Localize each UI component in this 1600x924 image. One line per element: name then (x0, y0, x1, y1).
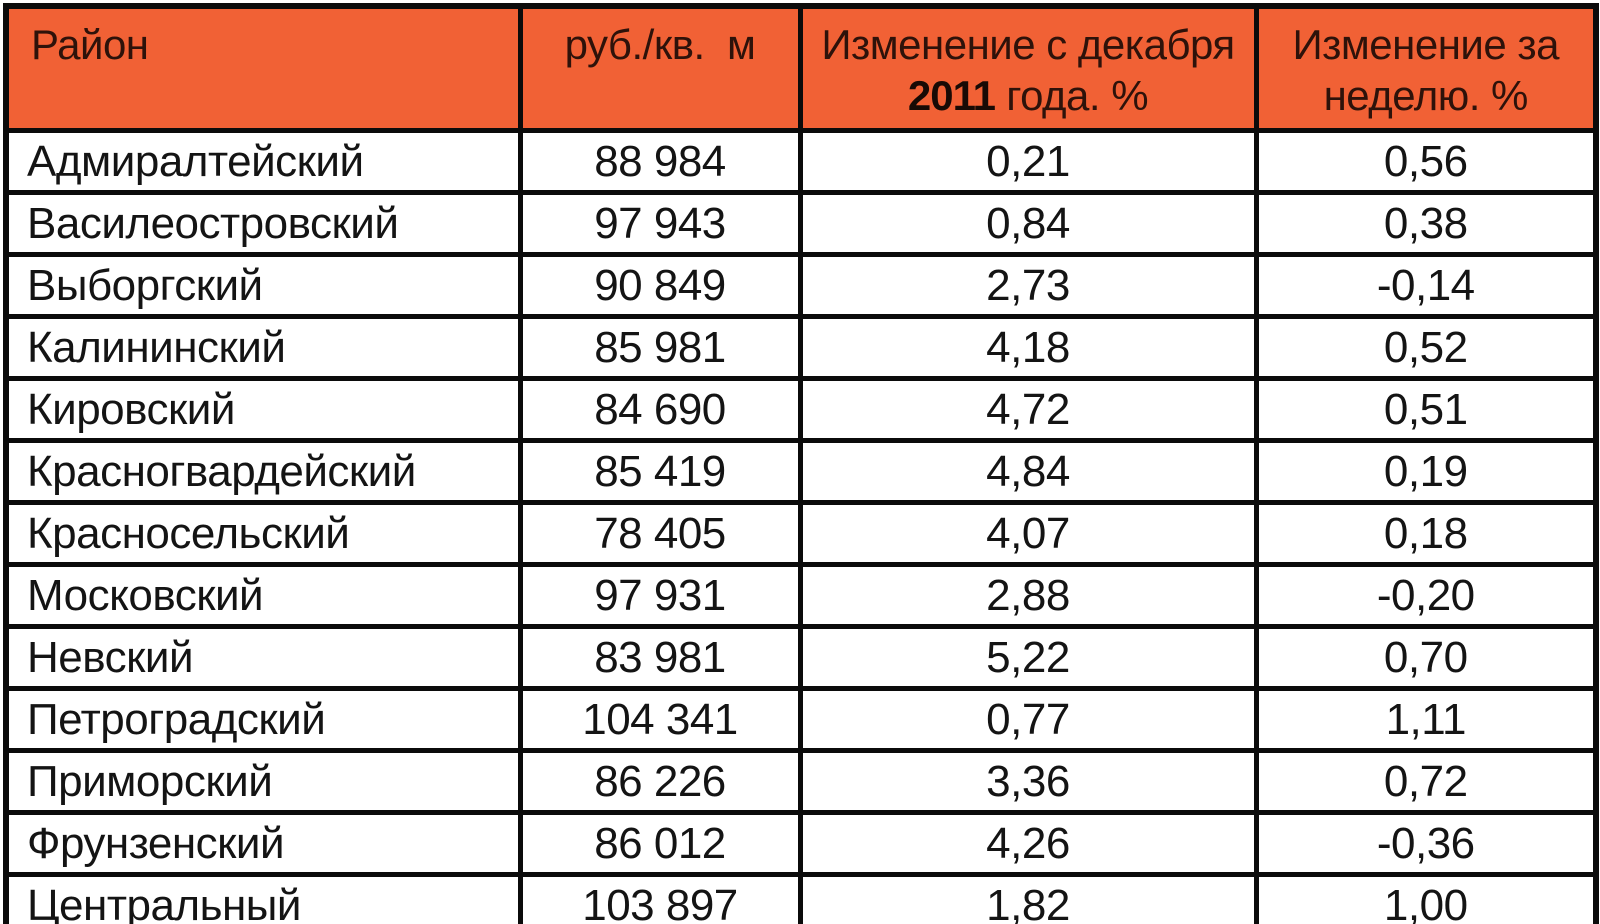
district-cell: Петроградский (3, 686, 523, 753)
col-header-district: Район (3, 3, 523, 133)
table-row: Центральный 103 897 1,82 1,00 (3, 872, 1599, 924)
change-week-line2: неделю. % (1323, 72, 1529, 119)
change-dec-cell: 2,73 (797, 252, 1259, 319)
change-dec-cell: 1,82 (797, 872, 1259, 924)
district-cell: Василеостровский (3, 190, 523, 257)
col-header-price-unit: руб./кв. м (517, 3, 803, 133)
price-cell: 97 931 (517, 562, 803, 629)
change-dec-year: 2011 (907, 72, 996, 119)
table-row: Красногвардейский 85 419 4,84 0,19 (3, 438, 1599, 505)
price-cell: 83 981 (517, 624, 803, 691)
change-week-cell: 0,38 (1253, 190, 1599, 257)
change-dec-cell: 0,21 (797, 128, 1259, 195)
district-cell: Кировский (3, 376, 523, 443)
change-week-cell: 0,52 (1253, 314, 1599, 381)
district-cell: Центральный (3, 872, 523, 924)
district-cell: Красногвардейский (3, 438, 523, 505)
change-week-cell: -0,14 (1253, 252, 1599, 319)
price-cell: 84 690 (517, 376, 803, 443)
change-week-cell: 0,19 (1253, 438, 1599, 505)
change-dec-cell: 3,36 (797, 748, 1259, 815)
price-cell: 97 943 (517, 190, 803, 257)
table-row: Красносельский 78 405 4,07 0,18 (3, 500, 1599, 567)
change-week-cell: 0,56 (1253, 128, 1599, 195)
table-row: Василеостровский 97 943 0,84 0,38 (3, 190, 1599, 257)
price-cell: 85 981 (517, 314, 803, 381)
change-dec-cell: 4,26 (797, 810, 1259, 877)
col-header-change-since-dec: Изменение с декабря 2011 года. % (797, 3, 1259, 133)
price-cell: 78 405 (517, 500, 803, 567)
change-dec-line1: Изменение с декабря (821, 21, 1235, 68)
table-row: Петроградский 104 341 0,77 1,11 (3, 686, 1599, 753)
table-row: Калининский 85 981 4,18 0,52 (3, 314, 1599, 381)
change-dec-cell: 4,07 (797, 500, 1259, 567)
change-week-cell: 0,51 (1253, 376, 1599, 443)
price-cell: 86 012 (517, 810, 803, 877)
price-table: Район руб./кв. м Изменение с декабря 201… (3, 3, 1599, 924)
change-week-cell: -0,36 (1253, 810, 1599, 877)
change-dec-cell: 0,77 (797, 686, 1259, 753)
table-row: Выборгский 90 849 2,73 -0,14 (3, 252, 1599, 319)
change-dec-cell: 4,18 (797, 314, 1259, 381)
header-row: Район руб./кв. м Изменение с декабря 201… (3, 3, 1599, 133)
change-week-cell: 0,70 (1253, 624, 1599, 691)
district-cell: Выборгский (3, 252, 523, 319)
change-dec-cell: 4,84 (797, 438, 1259, 505)
col-header-change-week: Изменение за неделю. % (1253, 3, 1599, 133)
change-week-cell: 1,00 (1253, 872, 1599, 924)
table-row: Кировский 84 690 4,72 0,51 (3, 376, 1599, 443)
change-week-cell: 1,11 (1253, 686, 1599, 753)
price-cell: 88 984 (517, 128, 803, 195)
change-dec-cell: 5,22 (797, 624, 1259, 691)
price-cell: 103 897 (517, 872, 803, 924)
table-row: Фрунзенский 86 012 4,26 -0,36 (3, 810, 1599, 877)
district-cell: Фрунзенский (3, 810, 523, 877)
district-cell: Приморский (3, 748, 523, 815)
price-cell: 85 419 (517, 438, 803, 505)
price-cell: 86 226 (517, 748, 803, 815)
table-header: Район руб./кв. м Изменение с декабря 201… (3, 3, 1599, 133)
change-dec-cell: 4,72 (797, 376, 1259, 443)
table-row: Невский 83 981 5,22 0,70 (3, 624, 1599, 691)
district-cell: Адмиралтейский (3, 128, 523, 195)
district-cell: Московский (3, 562, 523, 629)
district-cell: Калининский (3, 314, 523, 381)
table-body: Адмиралтейский 88 984 0,21 0,56 Василеос… (3, 128, 1599, 924)
price-cell: 90 849 (517, 252, 803, 319)
change-week-cell: 0,72 (1253, 748, 1599, 815)
change-dec-line2: года. % (995, 72, 1149, 119)
table-row: Московский 97 931 2,88 -0,20 (3, 562, 1599, 629)
district-cell: Невский (3, 624, 523, 691)
change-week-cell: 0,18 (1253, 500, 1599, 567)
district-cell: Красносельский (3, 500, 523, 567)
change-week-cell: -0,20 (1253, 562, 1599, 629)
change-week-line1: Изменение за (1292, 21, 1560, 68)
price-cell: 104 341 (517, 686, 803, 753)
table-row: Приморский 86 226 3,36 0,72 (3, 748, 1599, 815)
change-dec-cell: 2,88 (797, 562, 1259, 629)
change-dec-cell: 0,84 (797, 190, 1259, 257)
table-row: Адмиралтейский 88 984 0,21 0,56 (3, 128, 1599, 195)
